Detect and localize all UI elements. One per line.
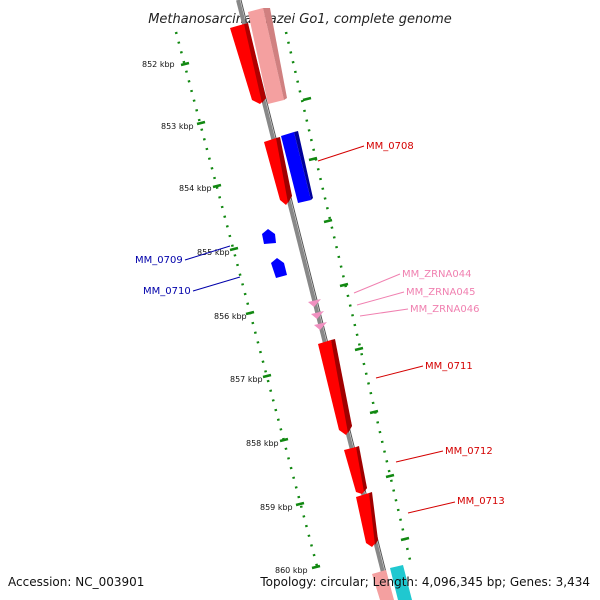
gene-label-mm0712[interactable]: MM_0712 [445,446,493,457]
gene-label-zrna046[interactable]: MM_ZRNA046 [410,304,479,315]
gene-feature-mm0711[interactable] [318,339,352,435]
gene-feature-mm0712[interactable] [344,446,367,494]
tick-label-853: 853 kbp [161,122,194,131]
tick-label-859: 859 kbp [260,503,293,512]
gene-label-mm0708[interactable]: MM_0708 [366,141,414,152]
leader-mm0712 [395,450,444,463]
gene-feature-mm0709[interactable] [262,229,276,244]
tick-label-852: 852 kbp [142,60,175,69]
accession-text: Accession: NC_003901 [8,575,144,589]
tick-label-857: 857 kbp [230,375,263,384]
gene-label-mm0713[interactable]: MM_0713 [457,496,505,507]
leader-mm0708 [317,145,365,162]
tick-label-860: 860 kbp [275,566,308,575]
tick-label-855: 855 kbp [197,248,230,257]
gene-feature-top-pink[interactable] [248,8,287,104]
gene-label-zrna045[interactable]: MM_ZRNA045 [406,287,475,298]
gene-feature-mm0710[interactable] [271,258,287,278]
leader-zrna044 [353,273,401,294]
gene-feature-bottom-cyan[interactable] [390,565,412,600]
gene-feature-zrna044[interactable] [308,299,321,307]
leader-zrna046 [359,308,409,317]
tick-track-left [174,31,320,571]
gene-label-mm0709[interactable]: MM_0709 [135,255,183,266]
leader-mm0711 [375,365,424,379]
leader-zrna045 [356,291,405,306]
gene-label-mm0711[interactable]: MM_0711 [425,361,473,372]
tick-label-856: 856 kbp [214,312,247,321]
topology-text: Topology: circular; Length: 4,096,345 bp… [259,575,590,589]
gene-feature-top-red[interactable] [230,23,266,104]
tick-track-right [284,31,412,561]
gene-feature-zrna045[interactable] [311,311,324,319]
gene-feature-zrna046[interactable] [314,322,327,330]
leader-mm0713 [407,501,456,514]
gene-feature-red-853[interactable] [264,137,292,205]
gene-feature-bottom-pink[interactable] [372,570,394,600]
gene-feature-mm0708[interactable] [281,131,313,203]
map-title: Methanosarcina mazei Go1, complete genom… [148,12,452,27]
gene-label-mm0710[interactable]: MM_0710 [143,286,191,297]
tick-label-854: 854 kbp [179,184,212,193]
tick-label-858: 858 kbp [246,439,279,448]
gene-label-zrna044[interactable]: MM_ZRNA044 [402,269,471,280]
leader-mm0710 [192,276,241,292]
major-ticks-left [180,61,321,570]
gene-feature-mm0713[interactable] [356,492,378,547]
major-ticks-right [302,96,410,542]
leader-mm0709 [184,245,231,261]
